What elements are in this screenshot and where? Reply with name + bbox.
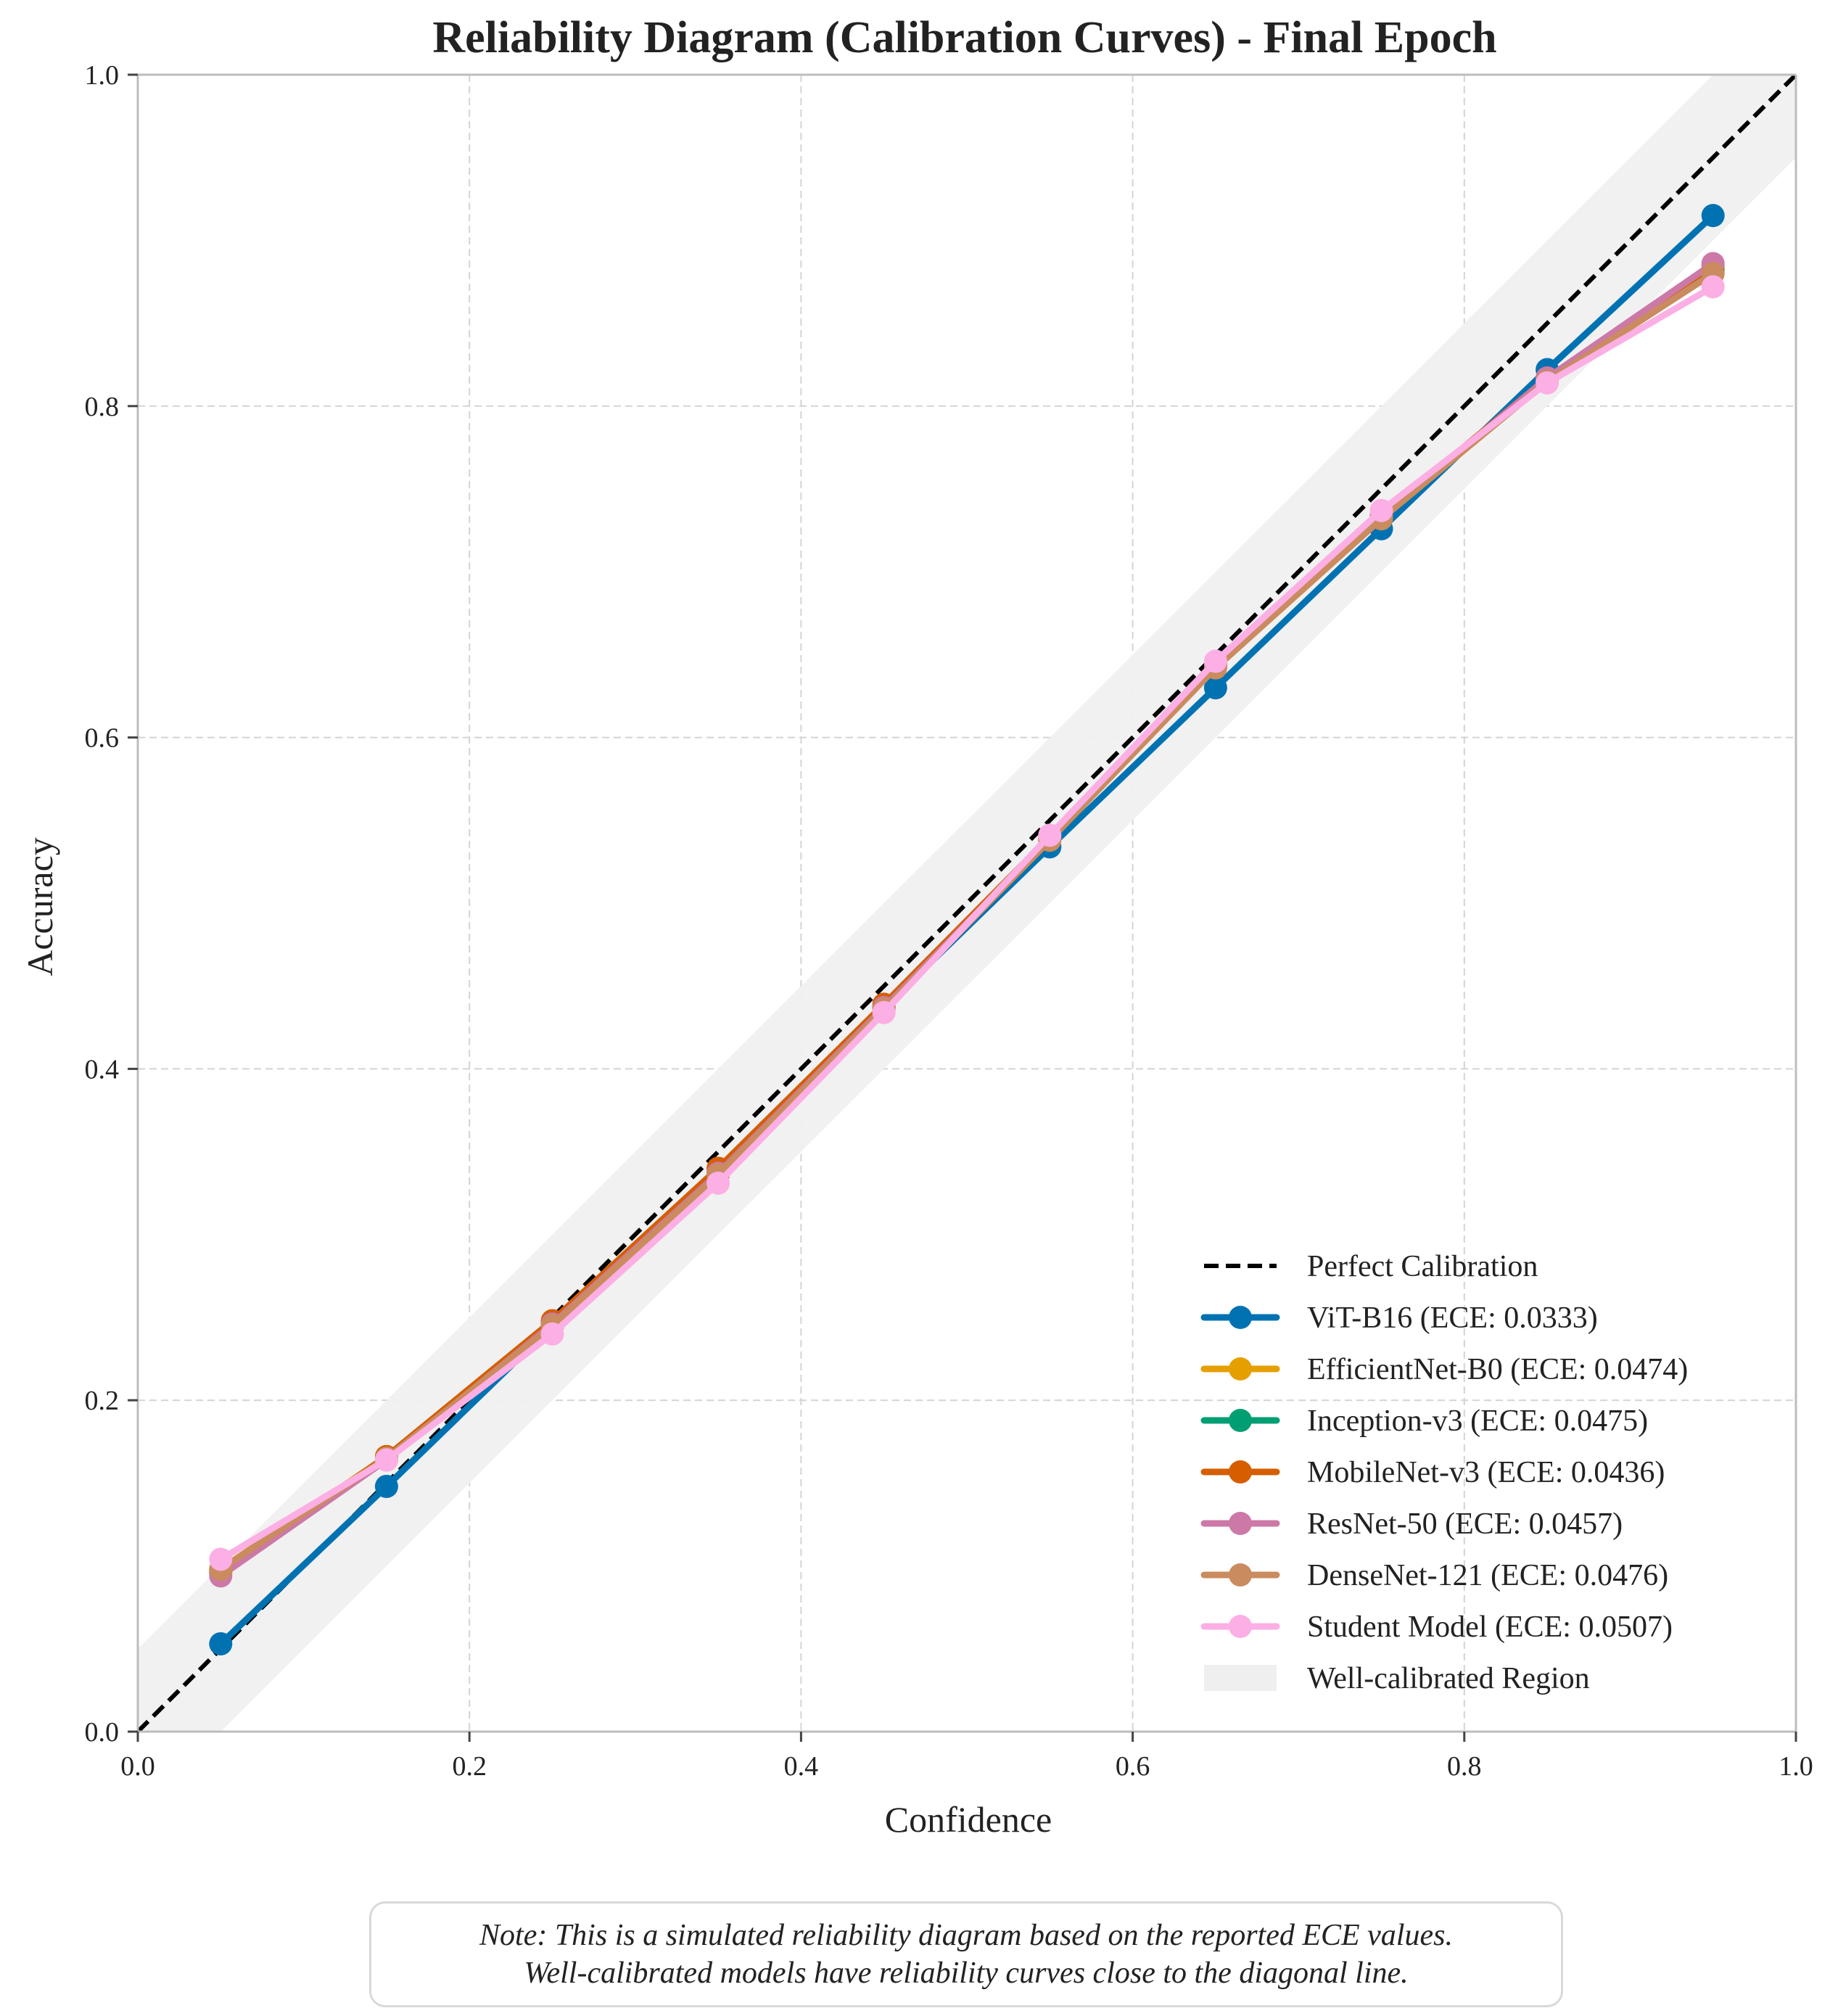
legend-marker-1 — [1229, 1306, 1252, 1329]
legend-label-3: Inception-v3 (ECE: 0.0475) — [1307, 1404, 1648, 1438]
y-tick-label-3: 0.6 — [85, 723, 120, 754]
series-6-point-3 — [706, 1171, 730, 1195]
note-line-1: Note: This is a simulated reliability di… — [479, 1919, 1453, 1952]
note-line-2: Well-calibrated models have reliability … — [524, 1957, 1409, 1990]
x-tick-label-2: 0.4 — [784, 1751, 819, 1782]
legend-label-2: EfficientNet-B0 (ECE: 0.0474) — [1307, 1353, 1688, 1386]
plot-area: 0.0 0.2 0.4 0.6 0.8 1.0 0.0 0.2 0.4 0.6 0.8 1.0 — [85, 60, 1813, 1782]
x-tick-label-1: 0.2 — [452, 1751, 487, 1782]
legend-label-4: MobileNet-v3 (ECE: 0.0436) — [1307, 1456, 1665, 1489]
series-6-point-0 — [209, 1547, 233, 1571]
legend-label-6: DenseNet-121 (ECE: 0.0476) — [1307, 1559, 1668, 1592]
series-6-point-4 — [872, 1000, 896, 1024]
series-6-point-6 — [1203, 649, 1227, 673]
legend-label-1: ViT-B16 (ECE: 0.0333) — [1307, 1301, 1598, 1335]
legend-marker-4 — [1229, 1460, 1252, 1484]
legend-swatch-band — [1204, 1665, 1277, 1691]
series-6-point-5 — [1038, 823, 1062, 847]
series-6-point-1 — [374, 1448, 398, 1472]
x-axis-label: Confidence — [885, 1799, 1052, 1840]
legend-marker-7 — [1229, 1615, 1252, 1638]
y-tick-label-1: 0.2 — [85, 1386, 120, 1416]
y-tick-label-5: 1.0 — [85, 60, 120, 91]
series-0-point-6 — [1203, 676, 1227, 700]
chart-title: Reliability Diagram (Calibration Curves)… — [432, 13, 1496, 62]
series-6-point-7 — [1369, 498, 1393, 522]
x-tick-label-5: 1.0 — [1779, 1751, 1813, 1782]
legend-label-0: Perfect Calibration — [1307, 1250, 1538, 1283]
x-tick-label-0: 0.0 — [120, 1751, 155, 1782]
series-0-point-9 — [1701, 204, 1725, 228]
x-tick-label-3: 0.6 — [1116, 1751, 1150, 1782]
series-6-point-8 — [1536, 371, 1559, 395]
plot-clipped-group — [138, 75, 1796, 1732]
series-0-point-0 — [209, 1632, 233, 1655]
series-6-point-9 — [1701, 275, 1725, 299]
legend: Perfect Calibration ViT-B16 (ECE: 0.0333)… — [1200, 1250, 1688, 1695]
legend-marker-6 — [1229, 1563, 1252, 1587]
series-6-point-2 — [540, 1322, 564, 1346]
x-tick-label-4: 0.8 — [1447, 1751, 1482, 1782]
y-tick-label-2: 0.4 — [85, 1054, 120, 1085]
y-tick-label-4: 0.8 — [85, 392, 120, 422]
y-tick-label-0: 0.0 — [85, 1717, 120, 1748]
y-axis-label: Accuracy — [20, 837, 60, 976]
legend-label-8: Well-calibrated Region — [1307, 1662, 1590, 1695]
legend-marker-5 — [1229, 1512, 1252, 1535]
series-0-point-1 — [374, 1474, 398, 1498]
legend-marker-3 — [1229, 1409, 1252, 1432]
note-box: Note: This is a simulated reliability di… — [369, 1901, 1563, 2007]
legend-marker-2 — [1229, 1357, 1252, 1381]
legend-label-5: ResNet-50 (ECE: 0.0457) — [1307, 1507, 1623, 1541]
legend-label-7: Student Model (ECE: 0.0507) — [1307, 1610, 1673, 1644]
series-line-6 — [217, 283, 1717, 1563]
